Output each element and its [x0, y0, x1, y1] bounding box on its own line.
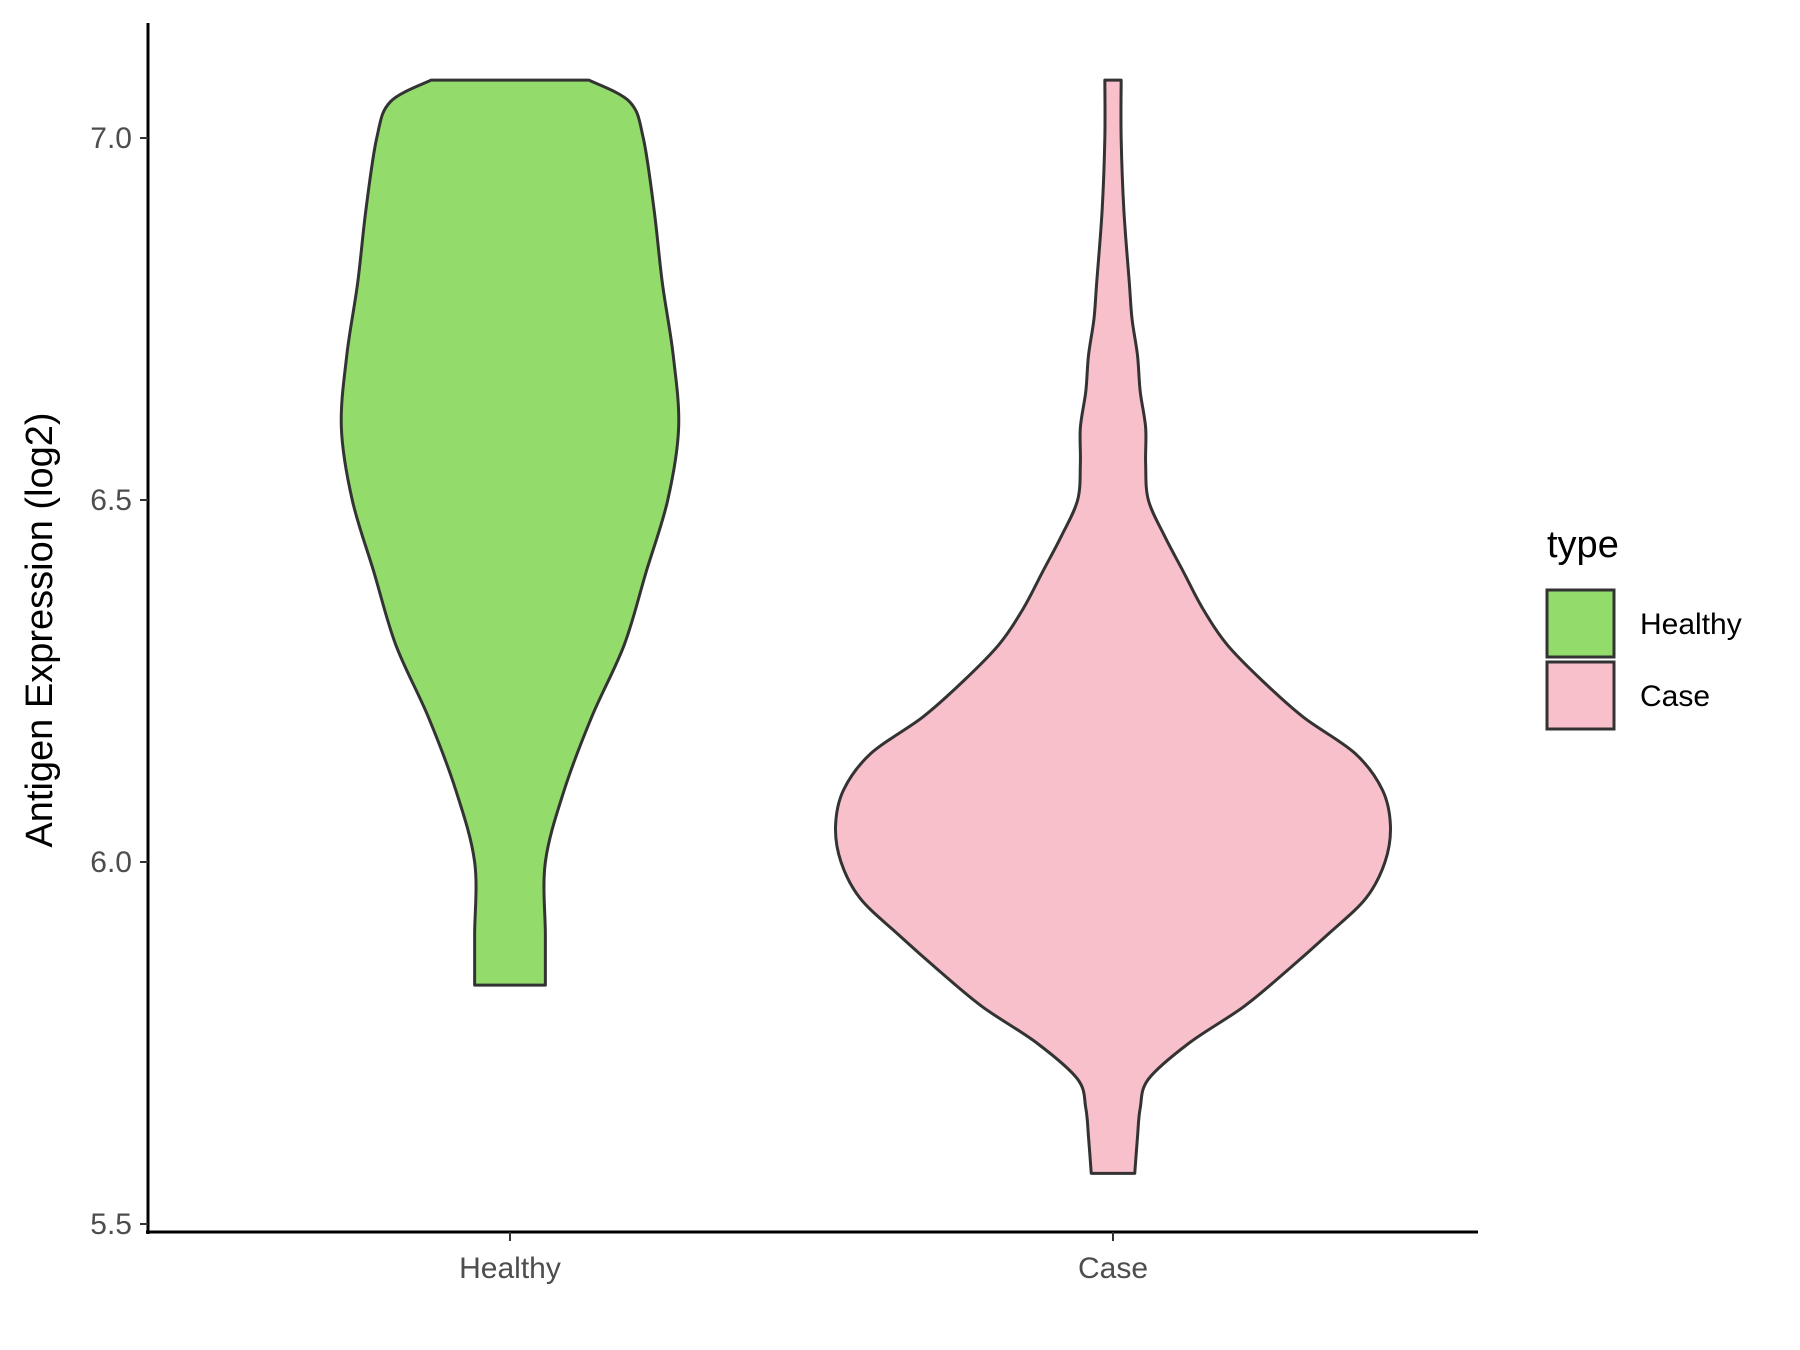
- violin-case: [833, 78, 1393, 1175]
- y-axis-ticks: 5.5 6.0 6.5 7.0: [90, 122, 148, 1241]
- x-axis-ticks: Healthy Case: [459, 1232, 1148, 1285]
- y-tick-label: 6.5: [90, 484, 132, 517]
- legend-label-healthy: Healthy: [1640, 608, 1742, 641]
- violin-healthy: [339, 78, 681, 987]
- legend-entries: Healthy Case: [1545, 588, 1742, 731]
- y-axis-title: Antigen Expression (log2): [19, 412, 61, 847]
- violin-layer: [339, 78, 1393, 1175]
- legend: type Healthy Case: [1545, 524, 1742, 731]
- y-tick-label: 5.5: [90, 1208, 132, 1241]
- x-tick-label: Case: [1078, 1252, 1148, 1285]
- legend-label-case: Case: [1640, 680, 1710, 713]
- y-tick-label: 6.0: [90, 846, 132, 879]
- legend-swatch-case: [1545, 660, 1616, 731]
- x-tick-label: Healthy: [459, 1252, 561, 1285]
- legend-swatch-healthy: [1545, 588, 1616, 659]
- legend-title: type: [1547, 524, 1619, 566]
- y-tick-label: 7.0: [90, 122, 132, 155]
